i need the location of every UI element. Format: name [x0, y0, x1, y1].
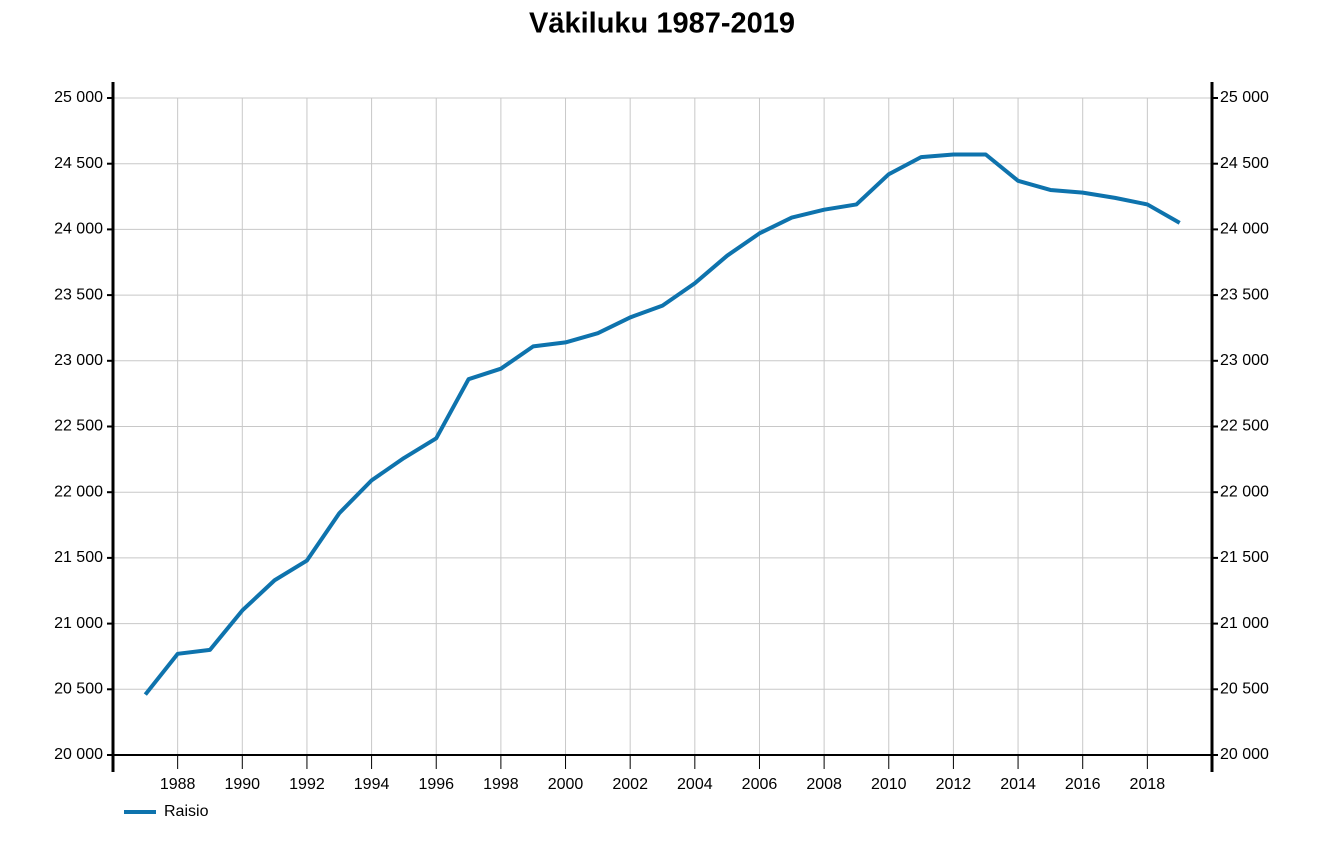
legend-label: Raisio [164, 803, 209, 820]
x-tick-label: 1988 [160, 776, 196, 793]
x-tick-label: 2008 [806, 776, 842, 793]
x-tick-label: 2012 [936, 776, 972, 793]
x-tick-label: 2016 [1065, 776, 1101, 793]
y-tick-label: 24 500 [54, 155, 103, 172]
y-tick-label: 23 500 [54, 286, 103, 303]
x-tick-label: 2018 [1130, 776, 1166, 793]
y2-tick-label: 23 000 [1220, 352, 1269, 369]
x-tick-label: 1990 [224, 776, 260, 793]
y-tick-label: 24 000 [54, 221, 103, 238]
y2-tick-label: 23 500 [1220, 286, 1269, 303]
x-tick-label: 2014 [1000, 776, 1036, 793]
y-tick-label: 22 000 [54, 483, 103, 500]
y-tick-label: 20 500 [54, 681, 103, 698]
y2-tick-label: 22 000 [1220, 483, 1269, 500]
x-tick-label: 2000 [548, 776, 584, 793]
line-series [143, 152, 1181, 696]
y-tick-label: 20 000 [54, 746, 103, 763]
y2-tick-label: 21 500 [1220, 549, 1269, 566]
y2-tick-label: 21 000 [1220, 615, 1269, 632]
x-tick-label: 2004 [677, 776, 713, 793]
y-tick-label: 23 000 [54, 352, 103, 369]
chart-title: Väkiluku 1987-2019 [529, 8, 795, 40]
y-tick-label: 21 000 [54, 615, 103, 632]
y2-tick-label: 20 000 [1220, 746, 1269, 763]
y2-tick-label: 24 000 [1220, 221, 1269, 238]
y-tick-label: 22 500 [54, 418, 103, 435]
y-tick-label: 25 000 [54, 89, 103, 106]
x-tick-label: 2002 [612, 776, 648, 793]
x-tick-label: 1994 [354, 776, 390, 793]
x-tick-label: 2010 [871, 776, 907, 793]
x-tick-label: 1996 [418, 776, 454, 793]
y2-tick-label: 24 500 [1220, 155, 1269, 172]
x-tick-label: 2006 [742, 776, 778, 793]
x-tick-label: 1998 [483, 776, 519, 793]
y2-tick-label: 25 000 [1220, 89, 1269, 106]
x-tick-label: 1992 [289, 776, 325, 793]
y-tick-label: 21 500 [54, 549, 103, 566]
y2-tick-label: 20 500 [1220, 681, 1269, 698]
y2-tick-label: 22 500 [1220, 418, 1269, 435]
